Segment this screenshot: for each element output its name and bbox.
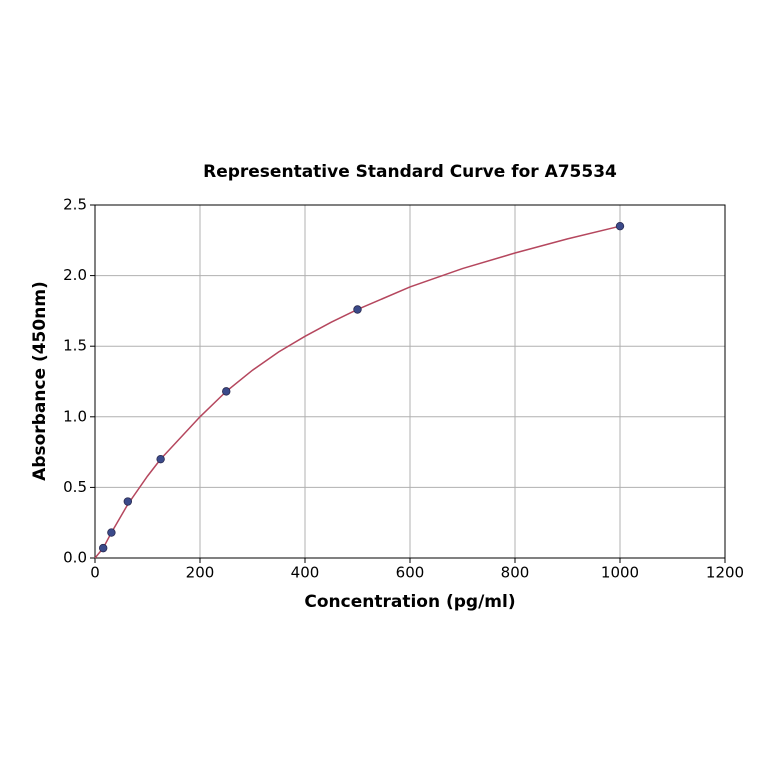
x-tick-label: 400 bbox=[291, 564, 320, 582]
data-point bbox=[156, 454, 165, 464]
y-tick-label: 1.0 bbox=[63, 407, 87, 425]
data-point bbox=[107, 528, 116, 537]
y-tick-label: 0.0 bbox=[63, 549, 87, 567]
x-tick-label: 1200 bbox=[706, 564, 744, 582]
y-tick-label: 2.5 bbox=[63, 196, 87, 214]
x-tick-label: 200 bbox=[186, 564, 215, 582]
y-tick-label: 0.5 bbox=[63, 478, 87, 496]
chart-title: Representative Standard Curve for A75534 bbox=[203, 162, 617, 182]
x-tick-label: 600 bbox=[396, 564, 425, 582]
data-point bbox=[123, 497, 133, 506]
plot-frame bbox=[94, 204, 726, 559]
data-point bbox=[222, 387, 231, 396]
y-axis-label: Absorbance (450nm) bbox=[30, 281, 50, 481]
data-point bbox=[615, 221, 625, 231]
y-tick-label: 2.0 bbox=[63, 266, 87, 284]
x-tick-label: 0 bbox=[90, 564, 100, 582]
x-tick-label: 1000 bbox=[601, 564, 639, 582]
y-tick-label: 1.5 bbox=[63, 337, 87, 355]
data-point bbox=[353, 305, 362, 314]
x-tick-label: 800 bbox=[501, 564, 530, 582]
x-axis-label: Concentration (pg/ml) bbox=[304, 592, 515, 612]
data-point bbox=[98, 543, 108, 553]
